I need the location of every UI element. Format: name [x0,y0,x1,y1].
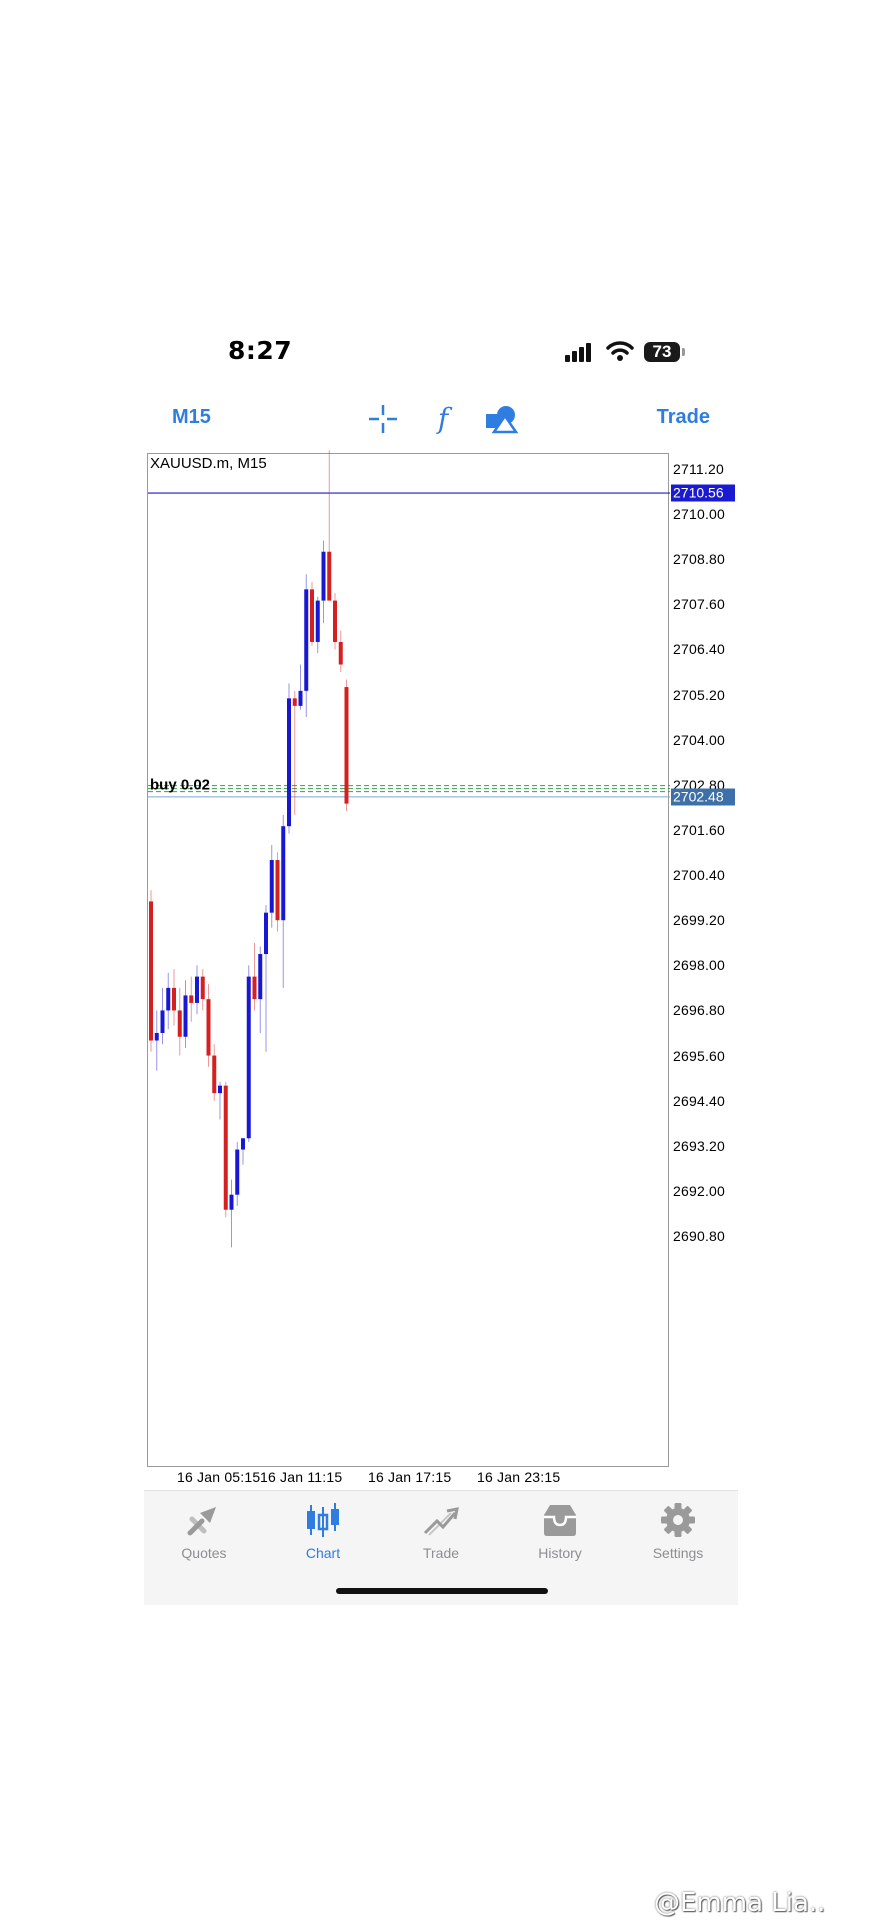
tab-label-settings: Settings [652,1545,704,1561]
price-axis-label: 2708.80 [673,551,726,568]
price-axis-label: 2693.20 [673,1137,726,1154]
candle [344,687,349,804]
candle [275,860,280,921]
battery-tip [682,348,685,356]
price-axis-label: 2707.60 [673,596,726,613]
candle [160,1010,165,1033]
chart-frame [147,453,669,1467]
chart-toolbar: M15 f Trade [144,396,738,444]
wifi-icon [606,341,634,361]
status-bar: 8:27 73 [144,334,734,374]
bid-price-tag: 2702.48 [671,788,735,806]
candle [206,999,211,1056]
status-time: 8:27 [228,336,293,365]
function-icon[interactable]: f [437,402,449,435]
watermark: @Emma Lia.. [654,1888,826,1918]
candle [287,698,291,827]
tab-label-quotes: Quotes [181,1545,227,1561]
ask-price-tag: 2710.56 [671,484,735,502]
tab-settings[interactable]: Settings [623,1501,733,1565]
tab-history[interactable]: History [505,1501,615,1565]
time-axis-label: 16 Jan 17:15 [368,1469,452,1485]
candle [223,1085,228,1210]
price-axis-label: 2690.80 [673,1228,726,1245]
price-axis-label: 2694.40 [673,1092,726,1109]
objects-icon[interactable] [484,402,518,436]
timeframe-button[interactable]: M15 [172,406,211,428]
candle [177,1010,182,1037]
candle [321,551,326,601]
chart-plot [148,450,670,1248]
candle [166,987,171,1011]
settings-icon [661,1503,695,1537]
time-axis-label: 16 Jan 05:15 [177,1469,261,1485]
quotes-icon [187,1507,216,1536]
candle [310,589,314,642]
candle [298,690,303,706]
candle [269,860,274,913]
battery-icon: 73 [644,342,680,362]
home-indicator[interactable] [336,1588,548,1594]
chart-icon [307,1503,339,1537]
history-icon [544,1505,576,1536]
tab-trade[interactable]: Trade [386,1501,496,1565]
candle [304,589,309,691]
candle [229,1194,234,1210]
tab-label-trade: Trade [422,1545,460,1561]
candle [172,987,176,1011]
price-axis-label: 2711.20 [673,461,724,477]
chart-symbol-label: XAUUSD.m, M15 [150,455,267,472]
candle [241,1138,245,1150]
candle [218,1085,222,1094]
time-axis-label: 16 Jan 11:15 [260,1469,343,1485]
tab-bar: Quotes Chart Trade History [144,1490,738,1605]
candle [195,976,199,1003]
price-axis-label: 2699.20 [673,912,726,929]
price-axis-label: 2698.00 [673,957,726,974]
cellular-signal-icon [565,343,591,362]
candle [189,995,194,1003]
time-axis-label: 16 Jan 23:15 [477,1469,561,1485]
candle [264,912,268,955]
candle [212,1055,217,1094]
candle [235,1149,240,1195]
trade-icon [423,1507,459,1536]
candle [338,641,343,665]
price-axis-label: 2692.00 [673,1182,726,1199]
price-axis-label: 2701.60 [673,821,726,838]
tab-quotes[interactable]: Quotes [149,1501,259,1565]
price-axis-label: 2704.00 [673,731,726,748]
candle [333,600,337,642]
candle [281,826,286,921]
tab-label-history: History [538,1545,582,1561]
candle [183,995,188,1037]
candle [200,976,205,1000]
tab-label-chart: Chart [305,1545,341,1561]
price-axis-label: 2710.00 [673,506,726,523]
price-axis-label: 2695.60 [673,1047,726,1064]
price-axis-label: 2696.80 [673,1002,726,1019]
candle [258,954,263,1000]
candle [149,901,153,1041]
candle [292,698,297,706]
order-label[interactable]: buy 0.02 [150,776,211,794]
crosshair-icon[interactable] [366,402,400,436]
tab-chart[interactable]: Chart [268,1501,378,1565]
price-axis-label: 2700.40 [673,867,726,884]
candle [315,600,320,642]
candle [246,976,251,1139]
price-axis-label: 2705.20 [673,686,726,703]
trade-button[interactable]: Trade [656,406,710,428]
price-axis-label: 2706.40 [673,641,726,658]
candle [252,976,257,1000]
candle [327,551,332,601]
candle [154,1033,159,1041]
price-chart[interactable]: XAUUSD.m, M15 2711.20 2710.00 2708.80 2707.… [144,450,740,1488]
